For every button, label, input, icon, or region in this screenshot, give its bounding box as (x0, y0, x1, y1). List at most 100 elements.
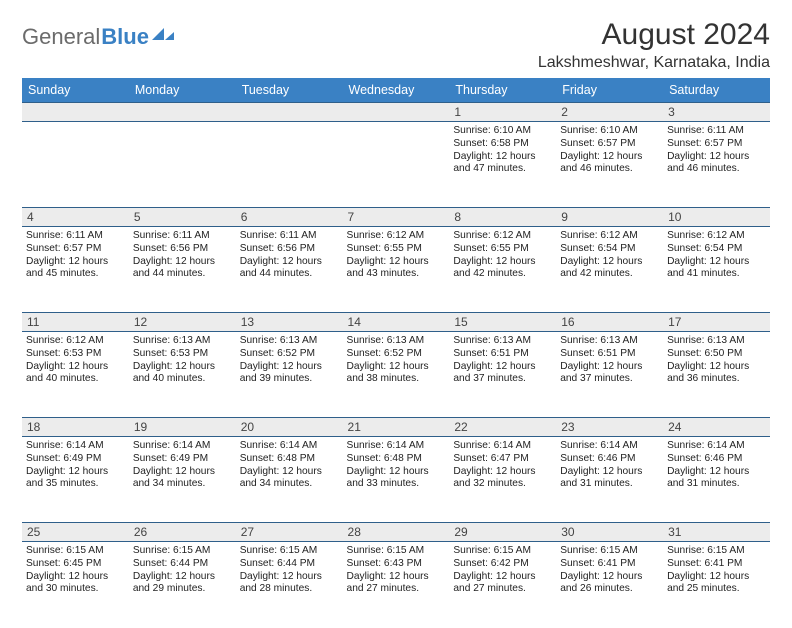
day-details: Sunrise: 6:13 AMSunset: 6:51 PMDaylight:… (453, 335, 552, 386)
logo-mark-icon (152, 26, 174, 49)
day-cell: Sunrise: 6:15 AMSunset: 6:45 PMDaylight:… (22, 542, 129, 628)
day-number: 4 (27, 210, 124, 224)
day-details: Sunrise: 6:14 AMSunset: 6:46 PMDaylight:… (667, 440, 766, 491)
header: General Blue August 2024 Lakshmeshwar, K… (22, 18, 770, 72)
daynum-cell: 21 (343, 418, 450, 437)
day-cell: Sunrise: 6:15 AMSunset: 6:42 PMDaylight:… (449, 542, 556, 628)
daynum-cell: 23 (556, 418, 663, 437)
day-cell: Sunrise: 6:12 AMSunset: 6:55 PMDaylight:… (449, 227, 556, 313)
day-details: Sunrise: 6:11 AMSunset: 6:56 PMDaylight:… (133, 230, 232, 281)
daynum-cell: 1 (449, 103, 556, 122)
daynum-cell: 15 (449, 313, 556, 332)
daynum-cell: 22 (449, 418, 556, 437)
daynum-cell: 29 (449, 523, 556, 542)
day-cell (22, 122, 129, 208)
daynum-cell: 12 (129, 313, 236, 332)
daynum-cell (22, 103, 129, 122)
day-number: 18 (27, 420, 124, 434)
week-row: Sunrise: 6:12 AMSunset: 6:53 PMDaylight:… (22, 332, 770, 418)
daynum-cell: 4 (22, 208, 129, 227)
daynum-cell: 27 (236, 523, 343, 542)
day-number: 3 (668, 105, 765, 119)
daynum-cell (343, 103, 450, 122)
day-details: Sunrise: 6:10 AMSunset: 6:58 PMDaylight:… (453, 125, 552, 176)
week-row: Sunrise: 6:14 AMSunset: 6:49 PMDaylight:… (22, 437, 770, 523)
day-number: 31 (668, 525, 765, 539)
day-number: 8 (454, 210, 551, 224)
calendar-table: Sunday Monday Tuesday Wednesday Thursday… (22, 78, 770, 628)
week-row: Sunrise: 6:10 AMSunset: 6:58 PMDaylight:… (22, 122, 770, 208)
col-thu: Thursday (449, 78, 556, 103)
daynum-cell (129, 103, 236, 122)
daynum-cell (236, 103, 343, 122)
daynum-row: 18 19 20 21 22 23 24 (22, 418, 770, 437)
day-number: 5 (134, 210, 231, 224)
day-number: 22 (454, 420, 551, 434)
day-details: Sunrise: 6:15 AMSunset: 6:44 PMDaylight:… (133, 545, 232, 596)
daynum-cell: 3 (663, 103, 770, 122)
week-row: Sunrise: 6:15 AMSunset: 6:45 PMDaylight:… (22, 542, 770, 628)
day-cell: Sunrise: 6:11 AMSunset: 6:56 PMDaylight:… (129, 227, 236, 313)
day-cell: Sunrise: 6:13 AMSunset: 6:52 PMDaylight:… (343, 332, 450, 418)
daynum-cell: 19 (129, 418, 236, 437)
day-cell: Sunrise: 6:10 AMSunset: 6:58 PMDaylight:… (449, 122, 556, 208)
day-number: 25 (27, 525, 124, 539)
day-number: 12 (134, 315, 231, 329)
day-cell: Sunrise: 6:15 AMSunset: 6:43 PMDaylight:… (343, 542, 450, 628)
day-number: 6 (241, 210, 338, 224)
day-number: 21 (348, 420, 445, 434)
day-number: 28 (348, 525, 445, 539)
day-details: Sunrise: 6:14 AMSunset: 6:49 PMDaylight:… (26, 440, 125, 491)
page-title: August 2024 (538, 18, 770, 52)
day-details: Sunrise: 6:10 AMSunset: 6:57 PMDaylight:… (560, 125, 659, 176)
daynum-cell: 11 (22, 313, 129, 332)
day-details: Sunrise: 6:15 AMSunset: 6:41 PMDaylight:… (667, 545, 766, 596)
daynum-cell: 2 (556, 103, 663, 122)
logo: General Blue (22, 24, 174, 50)
day-details: Sunrise: 6:13 AMSunset: 6:50 PMDaylight:… (667, 335, 766, 386)
daynum-cell: 14 (343, 313, 450, 332)
day-details: Sunrise: 6:12 AMSunset: 6:54 PMDaylight:… (560, 230, 659, 281)
day-cell: Sunrise: 6:12 AMSunset: 6:54 PMDaylight:… (663, 227, 770, 313)
daynum-cell: 9 (556, 208, 663, 227)
day-details: Sunrise: 6:15 AMSunset: 6:41 PMDaylight:… (560, 545, 659, 596)
day-details: Sunrise: 6:14 AMSunset: 6:47 PMDaylight:… (453, 440, 552, 491)
day-cell: Sunrise: 6:14 AMSunset: 6:49 PMDaylight:… (22, 437, 129, 523)
day-number: 20 (241, 420, 338, 434)
day-number: 24 (668, 420, 765, 434)
day-details: Sunrise: 6:13 AMSunset: 6:52 PMDaylight:… (347, 335, 446, 386)
logo-text-2: Blue (101, 24, 149, 50)
day-cell: Sunrise: 6:14 AMSunset: 6:47 PMDaylight:… (449, 437, 556, 523)
day-cell: Sunrise: 6:12 AMSunset: 6:53 PMDaylight:… (22, 332, 129, 418)
daynum-cell: 25 (22, 523, 129, 542)
daynum-cell: 18 (22, 418, 129, 437)
day-number: 16 (561, 315, 658, 329)
daynum-cell: 7 (343, 208, 450, 227)
day-cell: Sunrise: 6:11 AMSunset: 6:57 PMDaylight:… (663, 122, 770, 208)
day-details: Sunrise: 6:11 AMSunset: 6:57 PMDaylight:… (26, 230, 125, 281)
day-details: Sunrise: 6:15 AMSunset: 6:43 PMDaylight:… (347, 545, 446, 596)
day-details: Sunrise: 6:13 AMSunset: 6:53 PMDaylight:… (133, 335, 232, 386)
day-number: 15 (454, 315, 551, 329)
day-cell: Sunrise: 6:14 AMSunset: 6:46 PMDaylight:… (556, 437, 663, 523)
daynum-row: 25262728293031 (22, 523, 770, 542)
day-details: Sunrise: 6:12 AMSunset: 6:55 PMDaylight:… (347, 230, 446, 281)
col-tue: Tuesday (236, 78, 343, 103)
day-cell: Sunrise: 6:11 AMSunset: 6:57 PMDaylight:… (22, 227, 129, 313)
day-cell: Sunrise: 6:13 AMSunset: 6:50 PMDaylight:… (663, 332, 770, 418)
day-details: Sunrise: 6:14 AMSunset: 6:46 PMDaylight:… (560, 440, 659, 491)
week-row: Sunrise: 6:11 AMSunset: 6:57 PMDaylight:… (22, 227, 770, 313)
daynum-cell: 6 (236, 208, 343, 227)
daynum-row: 123 (22, 103, 770, 122)
daynum-row: 11121314151617 (22, 313, 770, 332)
daynum-cell: 5 (129, 208, 236, 227)
col-sun: Sunday (22, 78, 129, 103)
daynum-cell: 17 (663, 313, 770, 332)
day-number: 1 (454, 105, 551, 119)
day-details: Sunrise: 6:15 AMSunset: 6:42 PMDaylight:… (453, 545, 552, 596)
col-fri: Friday (556, 78, 663, 103)
day-number: 27 (241, 525, 338, 539)
day-number: 11 (27, 315, 124, 329)
day-details: Sunrise: 6:13 AMSunset: 6:52 PMDaylight:… (240, 335, 339, 386)
day-cell: Sunrise: 6:10 AMSunset: 6:57 PMDaylight:… (556, 122, 663, 208)
